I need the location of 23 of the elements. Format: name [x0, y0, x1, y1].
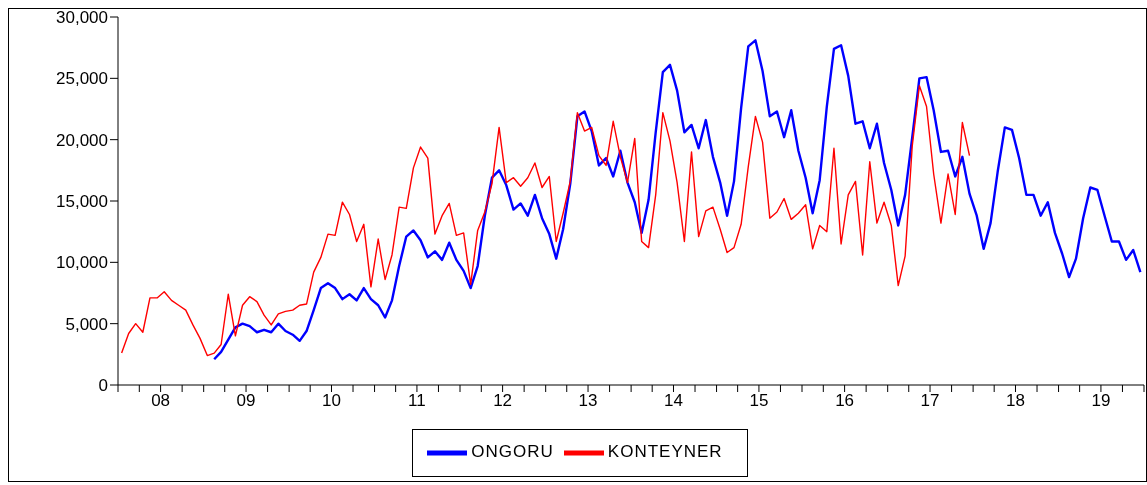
legend-label: ONGORU — [471, 442, 554, 462]
x-tick-label: 12 — [493, 391, 513, 411]
line-series — [213, 39, 1142, 361]
line-series — [120, 84, 971, 357]
y-tick-label: 20,000 — [56, 130, 108, 150]
x-tick-label: 09 — [236, 391, 256, 411]
x-tick-label: 18 — [1006, 391, 1025, 411]
x-tick-label: 14 — [664, 391, 683, 411]
y-tick-label: 5,000 — [65, 314, 108, 334]
x-tick-label: 08 — [151, 391, 171, 411]
x-tick-label: 16 — [835, 391, 855, 411]
x-tick-label: 17 — [920, 391, 940, 411]
y-tick-label: 25,000 — [56, 69, 108, 89]
y-tick-label: 15,000 — [56, 192, 108, 212]
x-tick-label: 15 — [749, 391, 769, 411]
x-tick-label: 19 — [1091, 391, 1111, 411]
legend-label: KONTEYNER — [607, 442, 723, 462]
y-tick-label: 30,000 — [56, 8, 108, 28]
y-tick-label: 0 — [98, 376, 108, 396]
x-tick-label: 13 — [578, 391, 598, 411]
y-tick-label: 10,000 — [56, 253, 108, 273]
x-tick-label: 10 — [322, 391, 341, 411]
x-tick-label: 11 — [408, 391, 426, 411]
